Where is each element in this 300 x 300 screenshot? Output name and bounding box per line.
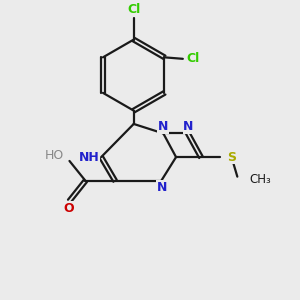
Text: CH₃: CH₃ — [250, 172, 272, 185]
Text: N: N — [183, 120, 194, 134]
Text: S: S — [227, 151, 236, 164]
Text: NH: NH — [79, 151, 100, 164]
Text: Cl: Cl — [187, 52, 200, 65]
Text: O: O — [64, 202, 74, 215]
Text: N: N — [157, 181, 167, 194]
Text: HO: HO — [44, 149, 64, 162]
Text: Cl: Cl — [127, 3, 140, 16]
Text: N: N — [158, 120, 168, 134]
